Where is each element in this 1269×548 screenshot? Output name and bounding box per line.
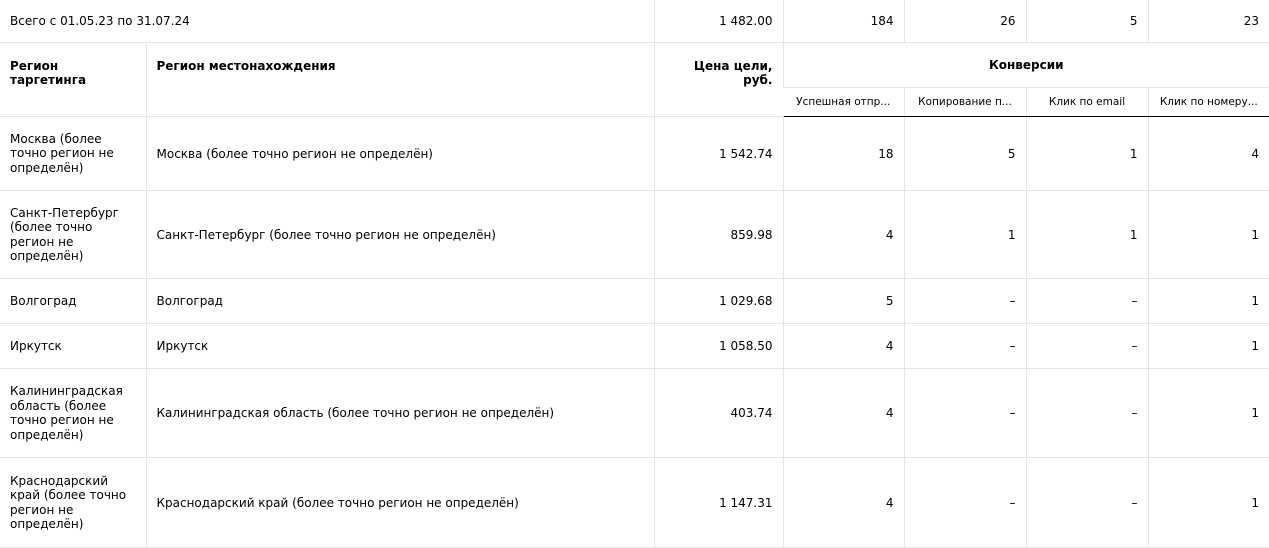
table-row: Москва (более точно регион не определён)… <box>0 116 1269 191</box>
table-row: Волгоград Волгоград 1 029.68 5– –1 <box>0 278 1269 324</box>
goal-price-cell: 1 058.50 <box>653 323 783 369</box>
conversion-cell: 4 <box>1147 116 1269 191</box>
conversion-cell: 1 <box>903 190 1026 279</box>
header-conv-phone-click[interactable]: Клик по номеру... <box>1147 87 1269 117</box>
location-region-cell: Москва (более точно регион не определён) <box>145 116 654 191</box>
goal-price-cell: 403.74 <box>653 368 783 458</box>
target-region-cell: Калининградская область (более точно рег… <box>0 368 146 458</box>
location-region-cell: Санкт-Петербург (более точно регион не о… <box>145 190 654 279</box>
conversion-cell: – <box>1025 278 1148 324</box>
table-row: Калининградская область (более точно рег… <box>0 368 1269 458</box>
header-conversions: Конверсии <box>782 42 1269 88</box>
target-region-cell: Санкт-Петербург (более точно регион не о… <box>0 190 146 279</box>
header-conv-successful-send[interactable]: Успешная отпр... <box>783 87 904 117</box>
header-conv-email-click[interactable]: Клик по email <box>1025 87 1148 117</box>
conversion-cell: 4 <box>782 323 904 369</box>
conversion-cell: 5 <box>782 278 904 324</box>
target-region-cell: Иркутск <box>0 323 146 369</box>
conversion-cell: 4 <box>782 457 904 548</box>
goal-price-cell: 1 029.68 <box>653 278 783 324</box>
conversion-cell: 1 <box>1147 278 1269 324</box>
header-goal-price[interactable]: Цена цели, руб. <box>653 42 783 117</box>
totals-goal-price: 1 482.00 <box>653 0 783 43</box>
conversion-cell: – <box>903 323 1026 369</box>
target-region-cell: Краснодарский край (более точно регион н… <box>0 457 146 548</box>
header-location-region[interactable]: Регион местонахождения <box>145 42 654 117</box>
conversion-cell: 1 <box>1147 323 1269 369</box>
conversion-cell: – <box>903 278 1026 324</box>
conversion-cell: – <box>1025 323 1148 369</box>
location-region-cell: Калининградская область (более точно рег… <box>145 368 654 458</box>
totals-conv: 5 <box>1025 0 1148 43</box>
totals-conv: 26 <box>903 0 1026 43</box>
conversion-cell: 1 <box>1025 116 1148 191</box>
conversion-cell: 1 <box>1147 368 1269 458</box>
target-region-cell: Волгоград <box>0 278 146 324</box>
conversion-cell: – <box>903 457 1026 548</box>
table-row: Краснодарский край (более точно регион н… <box>0 457 1269 548</box>
goal-price-cell: 1 147.31 <box>653 457 783 548</box>
location-region-cell: Краснодарский край (более точно регион н… <box>145 457 654 548</box>
conversion-cell: 1 <box>1147 457 1269 548</box>
conversion-cell: – <box>903 368 1026 458</box>
conversion-cell: 4 <box>782 190 904 279</box>
conversion-cell: – <box>1025 457 1148 548</box>
header-conv-copy[interactable]: Копирование п... <box>903 87 1026 117</box>
location-region-cell: Иркутск <box>145 323 654 369</box>
header-target-region[interactable]: Регион таргетинга <box>0 42 146 117</box>
goal-price-cell: 1 542.74 <box>653 116 783 191</box>
target-region-cell: Москва (более точно регион не определён) <box>0 116 146 191</box>
conversion-cell: 1 <box>1147 190 1269 279</box>
conversion-cell: 1 <box>1025 190 1148 279</box>
totals-label: Всего с 01.05.23 по 31.07.24 <box>0 0 654 43</box>
table-row: Иркутск Иркутск 1 058.50 4– –1 <box>0 323 1269 369</box>
totals-conv: 23 <box>1147 0 1269 43</box>
totals-conv: 184 <box>782 0 904 43</box>
conversion-cell: 5 <box>903 116 1026 191</box>
location-region-cell: Волгоград <box>145 278 654 324</box>
conversion-cell: 4 <box>782 368 904 458</box>
conversion-cell: – <box>1025 368 1148 458</box>
table-row: Санкт-Петербург (более точно регион не о… <box>0 190 1269 279</box>
goal-price-cell: 859.98 <box>653 190 783 279</box>
conversion-cell: 18 <box>782 116 904 191</box>
totals-row: Всего с 01.05.23 по 31.07.24 1 482.00 18… <box>0 0 1269 43</box>
